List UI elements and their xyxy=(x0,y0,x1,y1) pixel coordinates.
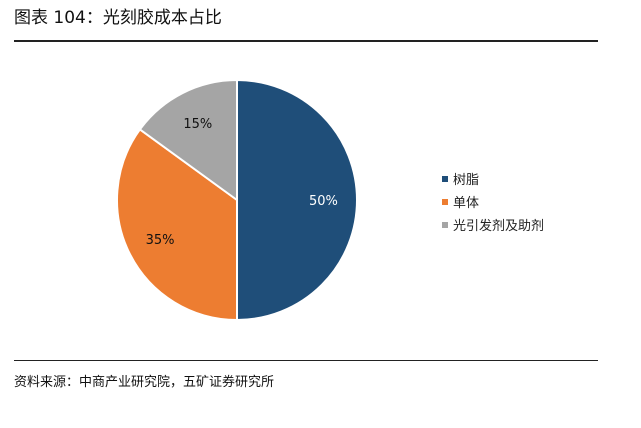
legend-swatch-3 xyxy=(442,222,448,228)
pie-slice-2 xyxy=(116,128,238,322)
legend-label-2: 单体 xyxy=(453,196,479,211)
pie-data-label-2: 35% xyxy=(146,233,175,248)
pie-data-label-3: 15% xyxy=(183,117,212,132)
title-rule xyxy=(14,40,598,42)
source-note: 资料来源：中商产业研究院，五矿证券研究所 xyxy=(14,375,275,390)
legend-swatch-1 xyxy=(442,176,448,182)
legend-swatch-2 xyxy=(442,199,448,205)
pie-slices xyxy=(116,78,358,322)
source-rule xyxy=(14,360,598,361)
pie-slice-3 xyxy=(138,78,238,202)
pie-slice-1 xyxy=(236,78,358,322)
legend-label-1: 树脂 xyxy=(453,173,479,188)
legend-label-3: 光引发剂及助剂 xyxy=(453,218,544,234)
pie-data-label-1: 50% xyxy=(309,194,338,209)
pie-data-labels: 50% 35% 15% xyxy=(146,117,338,248)
figure-title: 图表 104：光刻胶成本占比 xyxy=(14,8,222,28)
